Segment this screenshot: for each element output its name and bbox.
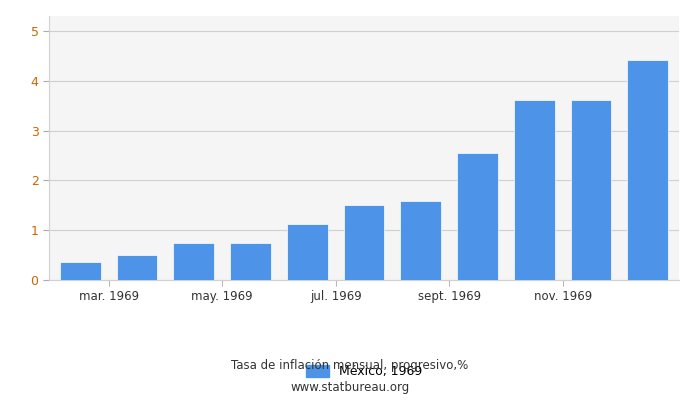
Bar xyxy=(457,153,498,280)
Bar xyxy=(116,255,158,280)
Bar xyxy=(514,100,554,280)
Legend: México, 1969: México, 1969 xyxy=(301,360,427,384)
Bar xyxy=(627,60,668,280)
Bar xyxy=(60,262,101,280)
Text: www.statbureau.org: www.statbureau.org xyxy=(290,382,410,394)
Bar xyxy=(287,224,328,280)
Bar xyxy=(344,205,384,280)
Text: Tasa de inflación mensual, progresivo,%: Tasa de inflación mensual, progresivo,% xyxy=(232,360,468,372)
Bar xyxy=(400,201,441,280)
Bar xyxy=(174,243,214,280)
Bar xyxy=(230,243,271,280)
Bar xyxy=(570,100,612,280)
